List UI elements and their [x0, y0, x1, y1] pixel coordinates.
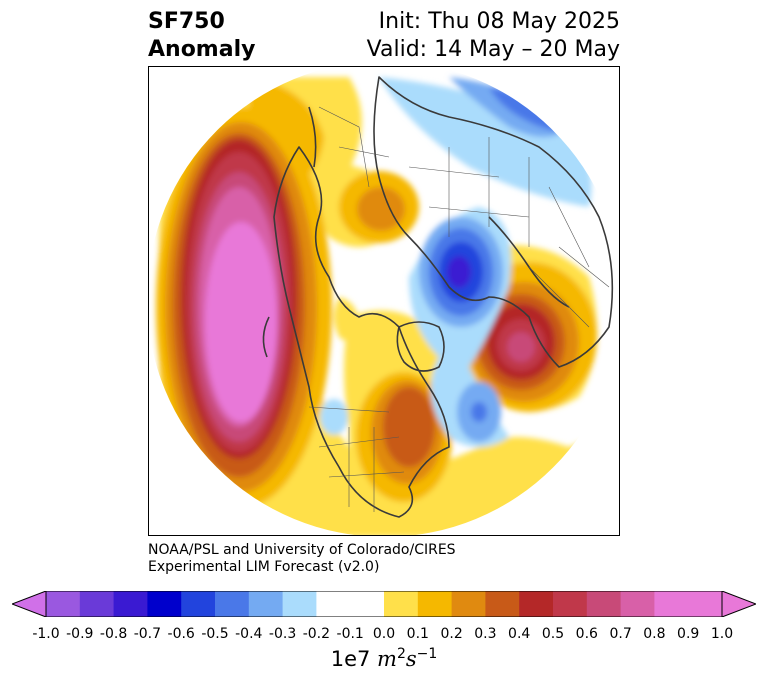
colorbar-segment: [451, 591, 486, 617]
colorbar-ticks: -1.0 -0.9 -0.8 -0.7 -0.6 -0.5 -0.4 -0.3 -0.2 -0.1…: [0, 626, 768, 644]
forecast-dates: Init: Thu 08 May 2025 Valid: 14 May – 20…: [367, 8, 620, 64]
units-exp2: −1: [416, 646, 438, 662]
credit-text: NOAA/PSL and University of Colorado/CIRE…: [148, 542, 456, 576]
colorbar-segment: [113, 591, 148, 617]
colorbar-tick-label: -0.8: [99, 626, 128, 642]
colorbar-tick-label: -0.6: [167, 626, 195, 642]
colorbar-tick-label: 0.2: [440, 626, 463, 642]
colorbar-tick-label: -0.7: [133, 626, 162, 642]
colorbar-tick-label: 0.0: [372, 626, 396, 642]
colorbar-segment: [586, 591, 622, 617]
units-s: s: [405, 647, 417, 671]
figure-title: SF750 Anomaly: [148, 8, 255, 64]
credit-line-2: Experimental LIM Forecast (v2.0): [148, 559, 380, 575]
map-panel: [148, 66, 620, 536]
colorbar-segment: [248, 591, 284, 617]
coastlines: [262, 76, 614, 518]
colorbar-tick-label: 0.6: [575, 626, 598, 642]
colorbar: [12, 591, 756, 617]
colorbar-segments: [46, 591, 723, 617]
colorbar-segment: [553, 591, 588, 617]
colorbar-segment: [519, 591, 554, 617]
colorbar-segment: [350, 591, 385, 617]
colorbar-outline: [45, 591, 723, 617]
title-anomaly: Anomaly: [148, 37, 256, 62]
title-variable: SF750: [148, 9, 225, 34]
colorbar-tick-label: -0.9: [66, 626, 94, 642]
colorbar-segment: [46, 591, 81, 617]
colorbar-tick-label: -0.5: [201, 626, 229, 642]
valid-date: Valid: 14 May – 20 May: [366, 37, 620, 62]
colorbar-segment: [384, 591, 419, 617]
colorbar-segment: [79, 591, 115, 617]
anomaly-field: [149, 67, 619, 535]
colorbar-segment: [316, 591, 351, 617]
colorbar-segment: [181, 591, 216, 617]
colorbar-tick-label: 1.0: [710, 626, 734, 642]
colorbar-tick-label: -1.0: [32, 626, 60, 642]
colorbar-segment: [688, 591, 723, 617]
init-date: Init: Thu 08 May 2025: [378, 9, 620, 34]
colorbar-tick-label: 0.1: [406, 626, 429, 642]
colorbar-segment: [417, 591, 453, 617]
colorbar-tick-label: 0.5: [541, 626, 565, 642]
colorbar-segment: [485, 591, 520, 617]
colorbar-tick-label: 0.9: [677, 626, 700, 642]
colorbar-segment: [215, 591, 250, 617]
colorbar-segment: [620, 591, 655, 617]
colorbar-tick-label: 0.8: [643, 626, 666, 642]
colorbar-tick-label: -0.3: [268, 626, 297, 642]
borders: [308, 106, 610, 512]
units-m: m: [377, 647, 397, 671]
colorbar-tick-label: 0.7: [609, 626, 632, 642]
colorbar-segment: [654, 591, 689, 617]
colorbar-tick-label: -0.1: [336, 626, 364, 642]
colorbar-tick-label: -0.2: [302, 626, 331, 642]
colorbar-over-triangle: [721, 591, 756, 617]
colorbar-units: 1e7 m2s−1: [0, 646, 768, 671]
colorbar-tick-label: -0.4: [235, 626, 263, 642]
units-exp1: 2: [396, 646, 406, 662]
colorbar-under-triangle: [12, 591, 47, 617]
colorbar-tick-label: 0.3: [474, 626, 497, 642]
colorbar-segment: [147, 591, 182, 617]
polar-map: [149, 67, 619, 535]
negative-region-north: [379, 77, 592, 207]
units-prefix: 1e7: [330, 647, 378, 671]
credit-line-1: NOAA/PSL and University of Colorado/CIRE…: [148, 542, 456, 558]
colorbar-tick-label: 0.4: [508, 626, 531, 642]
colorbar-segment: [282, 591, 317, 617]
